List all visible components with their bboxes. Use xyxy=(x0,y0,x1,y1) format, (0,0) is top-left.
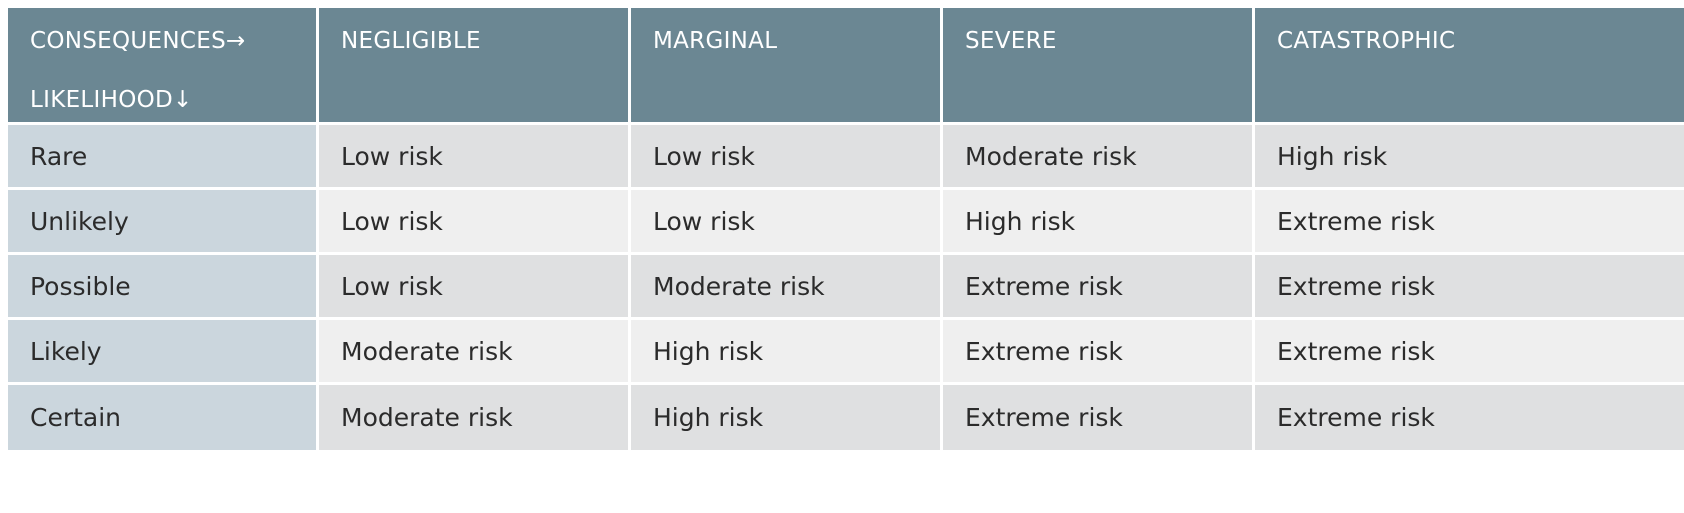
risk-cell: Low risk xyxy=(319,255,631,320)
consequences-axis-label: CONSEQUENCES→ xyxy=(30,28,246,54)
corner-header: CONSEQUENCES→ LIKELIHOOD↓ xyxy=(8,8,319,125)
header-row: CONSEQUENCES→ LIKELIHOOD↓ NEGLIGIBLE MAR… xyxy=(8,8,1684,125)
row-label-likely: Likely xyxy=(8,320,319,385)
table-row: Likely Moderate risk High risk Extreme r… xyxy=(8,320,1684,385)
column-header-negligible: NEGLIGIBLE xyxy=(319,8,631,125)
risk-cell: Extreme risk xyxy=(943,320,1255,385)
row-label-rare: Rare xyxy=(8,125,319,190)
risk-cell: High risk xyxy=(1255,125,1684,190)
risk-cell: Moderate risk xyxy=(943,125,1255,190)
column-header-severe: SEVERE xyxy=(943,8,1255,125)
risk-cell: Low risk xyxy=(631,190,943,255)
risk-cell: Moderate risk xyxy=(631,255,943,320)
risk-cell: High risk xyxy=(631,385,943,450)
row-label-possible: Possible xyxy=(8,255,319,320)
risk-cell: Extreme risk xyxy=(1255,255,1684,320)
table-row: Certain Moderate risk High risk Extreme … xyxy=(8,385,1684,450)
risk-cell: Extreme risk xyxy=(943,385,1255,450)
risk-matrix-table: CONSEQUENCES→ LIKELIHOOD↓ NEGLIGIBLE MAR… xyxy=(8,8,1684,450)
table-row: Rare Low risk Low risk Moderate risk Hig… xyxy=(8,125,1684,190)
row-label-certain: Certain xyxy=(8,385,319,450)
risk-cell: Extreme risk xyxy=(1255,385,1684,450)
risk-cell: High risk xyxy=(631,320,943,385)
risk-cell: Extreme risk xyxy=(943,255,1255,320)
risk-cell: Extreme risk xyxy=(1255,320,1684,385)
column-header-catastrophic: CATASTROPHIC xyxy=(1255,8,1684,125)
row-label-unlikely: Unlikely xyxy=(8,190,319,255)
risk-cell: High risk xyxy=(943,190,1255,255)
risk-cell: Low risk xyxy=(319,190,631,255)
column-header-marginal: MARGINAL xyxy=(631,8,943,125)
table-row: Possible Low risk Moderate risk Extreme … xyxy=(8,255,1684,320)
risk-cell: Moderate risk xyxy=(319,320,631,385)
table-row: Unlikely Low risk Low risk High risk Ext… xyxy=(8,190,1684,255)
risk-cell: Moderate risk xyxy=(319,385,631,450)
likelihood-axis-label: LIKELIHOOD↓ xyxy=(30,87,316,113)
risk-cell: Extreme risk xyxy=(1255,190,1684,255)
risk-cell: Low risk xyxy=(631,125,943,190)
risk-cell: Low risk xyxy=(319,125,631,190)
